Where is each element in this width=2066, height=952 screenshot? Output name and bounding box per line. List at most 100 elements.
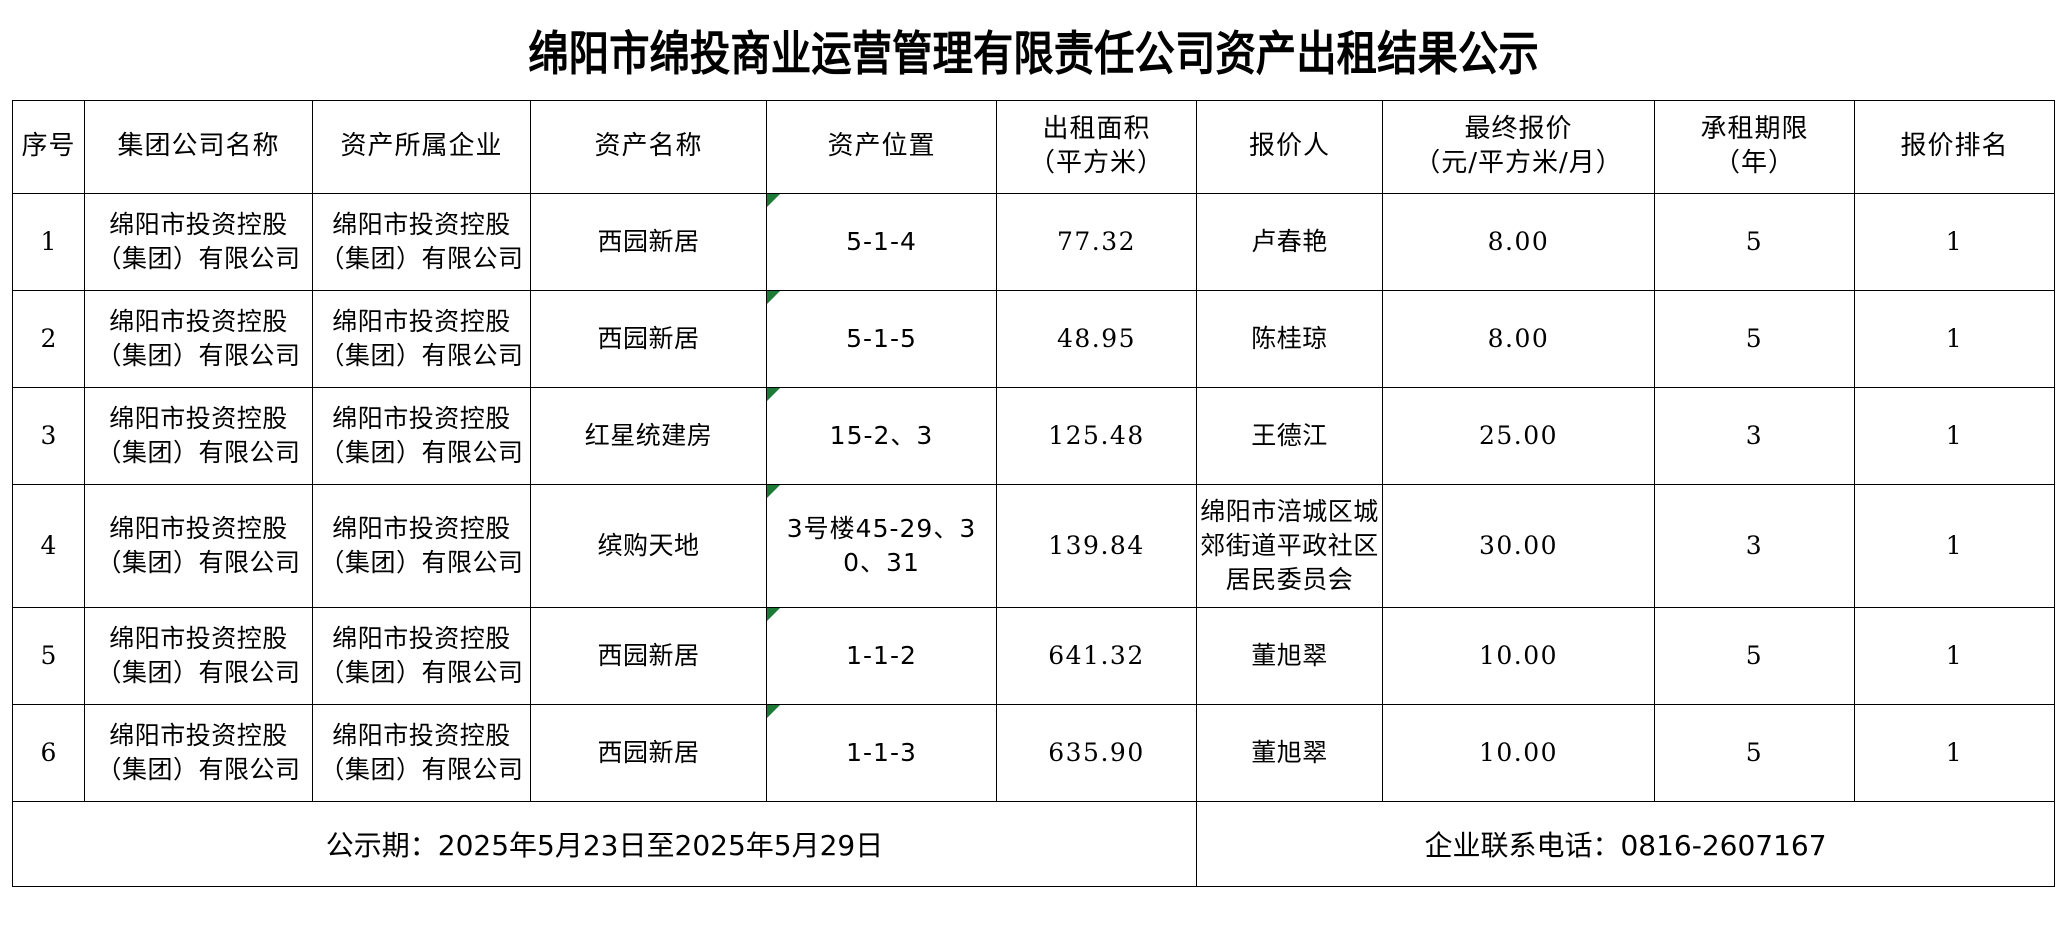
group-company-value: 绵阳市投资控股（集团）有限公司 [96, 721, 301, 784]
text-format-flag-icon [767, 194, 780, 207]
cell-rank: 1 [1854, 290, 2055, 388]
cell-contact-phone: 企业联系电话：0816-2607167 [1196, 801, 2055, 887]
cell-owner-company: 绵阳市投资控股（集团）有限公司 [312, 484, 531, 608]
asset-location-value: 3号楼45-29、30、31 [786, 514, 977, 577]
owner-company-value: 绵阳市投资控股（集团）有限公司 [319, 404, 524, 467]
column-header-bidder-line1: 报价人 [1248, 131, 1330, 162]
group-company-value: 绵阳市投资控股（集团）有限公司 [96, 514, 301, 577]
area-value: 139.84 [1048, 531, 1145, 560]
column-header-area: 出租面积 （平方米） [996, 100, 1197, 194]
rank-value: 1 [1945, 738, 1964, 767]
cell-owner-company: 绵阳市投资控股（集团）有限公司 [312, 290, 531, 388]
owner-company-value: 绵阳市投资控股（集团）有限公司 [319, 624, 524, 687]
column-header-lease-term-line1: 承租期限 [1700, 114, 1809, 145]
owner-company-value: 绵阳市投资控股（集团）有限公司 [319, 721, 524, 784]
cell-bidder: 王德江 [1196, 387, 1383, 485]
result-table-container: 序号 集团公司名称 资产所属企业 [12, 100, 2055, 887]
cell-index: 2 [12, 290, 85, 388]
asset-location-value: 5-1-5 [846, 324, 917, 353]
cell-index: 3 [12, 387, 85, 485]
cell-rank: 1 [1854, 484, 2055, 608]
cell-area: 48.95 [996, 290, 1197, 388]
cell-asset-location: 5-1-5 [766, 290, 997, 388]
final-price-value: 10.00 [1478, 641, 1559, 670]
row-index-value: 2 [40, 324, 57, 353]
text-format-flag-icon [767, 388, 780, 401]
cell-index: 4 [12, 484, 85, 608]
cell-asset-name: 西园新居 [530, 607, 767, 705]
lease-term-value: 5 [1745, 324, 1764, 353]
cell-bidder: 卢春艳 [1196, 193, 1383, 291]
cell-bidder: 陈桂琼 [1196, 290, 1383, 388]
column-header-asset-location: 资产位置 [766, 100, 997, 194]
column-header-asset-location-line1: 资产位置 [827, 131, 936, 162]
text-format-flag-icon [767, 705, 780, 718]
asset-name-value: 西园新居 [597, 641, 700, 670]
owner-company-value: 绵阳市投资控股（集团）有限公司 [319, 210, 524, 273]
page-title-container: 绵阳市绵投商业运营管理有限责任公司资产出租结果公示 [0, 0, 2066, 100]
page-title: 绵阳市绵投商业运营管理有限责任公司资产出租结果公示 [527, 27, 1539, 83]
cell-asset-location: 15-2、3 [766, 387, 997, 485]
column-header-lease-term-line2: （年） [1713, 148, 1795, 178]
asset-name-value: 西园新居 [597, 738, 700, 767]
cell-rank: 1 [1854, 387, 2055, 485]
cell-final-price: 8.00 [1382, 193, 1655, 291]
cell-owner-company: 绵阳市投资控股（集团）有限公司 [312, 704, 531, 802]
notice-period-text: 公示期：2025年5月23日至2025年5月29日 [325, 829, 884, 862]
cell-asset-location: 3号楼45-29、30、31 [766, 484, 997, 608]
column-header-asset-name: 资产名称 [530, 100, 767, 194]
bidder-value: 董旭翠 [1251, 738, 1328, 767]
cell-rank: 1 [1854, 193, 2055, 291]
rank-value: 1 [1945, 324, 1964, 353]
area-value: 77.32 [1056, 227, 1137, 256]
column-header-owner-company: 资产所属企业 [312, 100, 531, 194]
column-header-rank-line1: 报价排名 [1900, 131, 2009, 162]
cell-bidder: 董旭翠 [1196, 704, 1383, 802]
row-index-value: 5 [40, 641, 57, 670]
table-header: 序号 集团公司名称 资产所属企业 [12, 100, 2055, 194]
column-header-owner-company-line1: 资产所属企业 [340, 131, 503, 162]
column-header-final-price-line2: （元/平方米/月） [1414, 148, 1623, 178]
column-header-asset-name-line1: 资产名称 [594, 131, 703, 162]
column-header-lease-term: 承租期限 （年） [1654, 100, 1855, 194]
bidder-value: 董旭翠 [1251, 641, 1328, 670]
cell-group-company: 绵阳市投资控股（集团）有限公司 [84, 704, 313, 802]
row-index-value: 1 [40, 227, 57, 256]
cell-group-company: 绵阳市投资控股（集团）有限公司 [84, 290, 313, 388]
cell-owner-company: 绵阳市投资控股（集团）有限公司 [312, 387, 531, 485]
cell-final-price: 10.00 [1382, 607, 1655, 705]
owner-company-value: 绵阳市投资控股（集团）有限公司 [319, 514, 524, 577]
area-value: 48.95 [1056, 324, 1137, 353]
cell-final-price: 25.00 [1382, 387, 1655, 485]
row-index-value: 6 [40, 738, 57, 767]
area-value: 125.48 [1048, 421, 1145, 450]
cell-asset-name: 红星统建房 [530, 387, 767, 485]
column-header-index-line1: 序号 [21, 131, 76, 162]
cell-asset-name: 西园新居 [530, 193, 767, 291]
cell-bidder: 绵阳市涪城区城郊街道平政社区居民委员会 [1196, 484, 1383, 608]
table-row: 1 绵阳市投资控股（集团）有限公司 绵阳市投资控股（集团）有限公司 西园新居 5… [12, 193, 2055, 291]
asset-name-value: 红星统建房 [584, 421, 713, 450]
final-price-value: 8.00 [1487, 227, 1550, 256]
cell-index: 1 [12, 193, 85, 291]
column-header-group-company: 集团公司名称 [84, 100, 313, 194]
cell-area: 635.90 [996, 704, 1197, 802]
cell-area: 77.32 [996, 193, 1197, 291]
table-body: 1 绵阳市投资控股（集团）有限公司 绵阳市投资控股（集团）有限公司 西园新居 5… [12, 193, 2055, 887]
cell-lease-term: 5 [1654, 193, 1855, 291]
group-company-value: 绵阳市投资控股（集团）有限公司 [96, 307, 301, 370]
cell-area: 125.48 [996, 387, 1197, 485]
cell-notice-period: 公示期：2025年5月23日至2025年5月29日 [12, 801, 1197, 887]
cell-lease-term: 3 [1654, 484, 1855, 608]
lease-term-value: 5 [1745, 227, 1764, 256]
cell-bidder: 董旭翠 [1196, 607, 1383, 705]
row-index-value: 3 [40, 421, 57, 450]
text-format-flag-icon [767, 291, 780, 304]
cell-asset-name: 西园新居 [530, 290, 767, 388]
cell-asset-location: 1-1-3 [766, 704, 997, 802]
owner-company-value: 绵阳市投资控股（集团）有限公司 [319, 307, 524, 370]
cell-lease-term: 5 [1654, 704, 1855, 802]
final-price-value: 10.00 [1478, 738, 1559, 767]
column-header-rank: 报价排名 [1854, 100, 2055, 194]
